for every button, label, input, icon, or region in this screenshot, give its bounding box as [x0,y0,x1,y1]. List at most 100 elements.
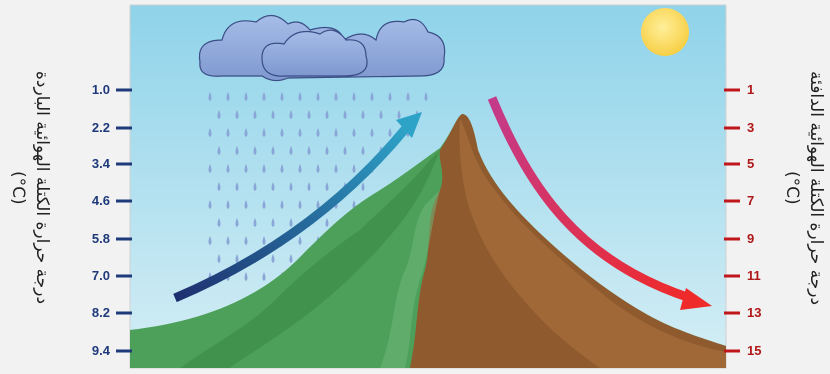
rain-drop-icon [217,182,221,191]
rain-drop-icon [325,146,329,155]
rain-drop-icon [316,92,320,101]
rain-drop-icon [289,110,293,119]
right-tick-label: 5 [747,156,755,171]
rain-drop-icon [343,110,347,119]
rain-drop-icon [289,254,293,263]
rain-drop-icon [208,200,212,209]
rain-drop-icon [406,92,410,101]
rain-drop-icon [253,146,257,155]
right-tick-label: 7 [747,193,755,208]
right-axis-unit: (°C) [782,171,802,205]
rain-drop-icon [325,110,329,119]
left-tick-label: 2.2 [91,120,110,135]
rain-drop-icon [352,92,356,101]
rain-drop-icon [271,218,275,227]
rain-drop-icon [289,218,293,227]
cold-arrow-head-icon [396,112,422,138]
rain-drop-icon [226,92,230,101]
rain-drop-icon [244,92,248,101]
mountain-leeward-side [410,114,726,368]
rain-drop-icon [352,200,356,209]
rain-drop-icon [235,146,239,155]
rain-drop-icon [334,92,338,101]
rain-drop-icon [271,254,275,263]
rain-drop-icon [280,92,284,101]
mountain-highlight [380,190,440,368]
rain-drop-icon [316,164,320,173]
rain-drop-icon [271,110,275,119]
rain-drop-icon [298,92,302,101]
rain-drop-icon [316,200,320,209]
left-axis-unit: (°C) [8,171,28,205]
rain-drop-icon [298,236,302,245]
rain-drop-icon [334,128,338,137]
rain-drop-icon [343,146,347,155]
rain-drop-icon [280,128,284,137]
rain-drop-icon [217,110,221,119]
left-axis-title: درجة حرارة الكتلة الهوائية الباردة (°C) [2,8,54,368]
rain-drop-icon [397,110,401,119]
rain-drop-icon [226,164,230,173]
rain-drop-icon [262,200,266,209]
rain-drop-icon [271,182,275,191]
rain-drop-icon [370,128,374,137]
rain-drop-icon [298,200,302,209]
rain-drop-icon [424,92,428,101]
rain-drop-icon [361,146,365,155]
rain-drop-icon [379,110,383,119]
rain-drop-icon [262,164,266,173]
rain-drop-icon [316,128,320,137]
rain-drop-icon [307,182,311,191]
rain-drop-icon [253,110,257,119]
rain-drop-icon [226,236,230,245]
rain-drop-icon [235,182,239,191]
rain-drop-icon [370,92,374,101]
right-axis-title-text: درجة حرارة الكتلة الهوائية الدافئة [806,70,826,306]
rain-drop-icon [208,92,212,101]
rain-drop-icon [352,164,356,173]
rain-drop-icon [298,128,302,137]
rain-drop-icon [244,272,248,281]
rain-drop-icon [262,92,266,101]
right-tick-label: 1 [747,82,755,97]
rain-drop-icon [325,182,329,191]
right-tick-label: 11 [747,268,761,283]
rain-drop-icon [217,218,221,227]
left-tick-label: 3.4 [91,156,110,171]
mountain [130,114,726,368]
rain-drop-icon [271,146,275,155]
rain-drop-icon [262,272,266,281]
rain-drop-icon [334,164,338,173]
right-axis-ticks [724,88,740,353]
rain-drop-icon [235,110,239,119]
rain-drop-icon [325,218,329,227]
rain-drop-icon [307,110,311,119]
rain-drop-icon [226,128,230,137]
rain-drop-icon [217,146,221,155]
rain-drop-icon [307,146,311,155]
right-tick-label: 3 [747,120,755,135]
right-tick-label: 15 [747,343,762,358]
rain-drop-icon [361,182,365,191]
warm-air-descending-arrow [487,96,692,303]
left-axis-ticks [116,88,132,353]
rain-drop-icon [208,128,212,137]
left-tick-label: 7.0 [91,268,110,283]
rain-drop-icon [262,236,266,245]
warm-arrow-head-icon [680,288,712,310]
rain-drop-icon [388,128,392,137]
rain-drop-icon [235,254,239,263]
left-tick-label: 9.4 [91,343,110,358]
rain-drop-icon [235,218,239,227]
rain-drop-icon [280,200,284,209]
rain-drop-icon [388,92,392,101]
rain-drop-icon [262,128,266,137]
rain-drop-icon [361,110,365,119]
rain-drop-icon [217,254,221,263]
rain-cloud-icon [198,14,446,82]
rain-drop-icon [208,236,212,245]
rain-drop-icon [289,182,293,191]
left-tick-label: 1.0 [91,82,110,97]
left-axis-title-text: درجة حرارة الكتلة الهوائية الباردة [32,71,52,305]
